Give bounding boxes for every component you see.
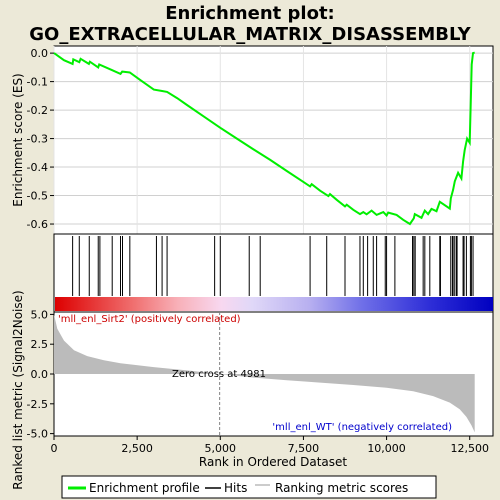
hit-markers [72,236,474,296]
metric-y-tick-label: 2.5 [31,338,49,351]
positive-correlation-label: 'mll_enl_Sirt2' (positively correlated) [58,314,241,325]
legend [61,475,437,499]
legend-metric-label: Ranking metric scores [275,481,408,495]
es-y-axis: 0.0 -0.1 -0.2 -0.3 -0.4 -0.5 -0.6 [27,47,54,231]
legend-profile-label: Enrichment profile [89,481,200,495]
es-y-tick-label: -0.6 [27,218,48,231]
x-axis-label: Rank in Ordered Dataset [199,455,347,469]
es-y-tick-label: -0.4 [27,161,48,174]
metric-y-tick-label: 5.0 [31,308,49,321]
es-panel [53,45,494,235]
es-y-tick-label: -0.5 [27,190,48,203]
chart-title: Enrichment plot: [165,3,335,24]
x-axis: 0 2,500 5,000 7,500 10,000 12,500 [51,436,489,455]
es-y-tick-label: -0.3 [27,133,48,146]
metric-y-tick-label: 0.0 [31,368,49,381]
metric-y-tick-label: -2.5 [27,398,48,411]
enrichment-profile-line [53,51,475,226]
legend-hits-label: Hits [224,481,247,495]
x-tick-label: 0 [51,442,58,455]
zero-cross-label: Zero cross at 4981 [172,369,266,380]
chart-subtitle: GO_EXTRACELLULAR_MATRIX_DISASSEMBLY [29,24,471,45]
metric-y-label: Ranked list metric (Signal2Noise) [11,290,25,489]
metric-y-tick-label: -5.0 [27,428,48,441]
x-tick-label: 10,000 [367,442,406,455]
metric-y-axis: 5.0 2.5 0.0 -2.5 -5.0 [27,308,54,441]
es-y-label: Enrichment score (ES) [11,73,25,206]
x-tick-label: 12,500 [450,442,489,455]
es-y-tick-label: 0.0 [31,47,49,60]
rank-color-bar [55,297,493,311]
negative-correlation-label: 'mll_enl_WT' (negatively correlated) [272,422,452,433]
x-tick-label: 7,500 [288,442,320,455]
es-y-tick-label: -0.2 [27,104,48,117]
es-y-tick-label: -0.1 [27,76,48,89]
x-tick-label: 5,000 [205,442,237,455]
x-tick-label: 2,500 [121,442,153,455]
es-grid [53,46,493,234]
ranking-metric-area [54,314,475,433]
